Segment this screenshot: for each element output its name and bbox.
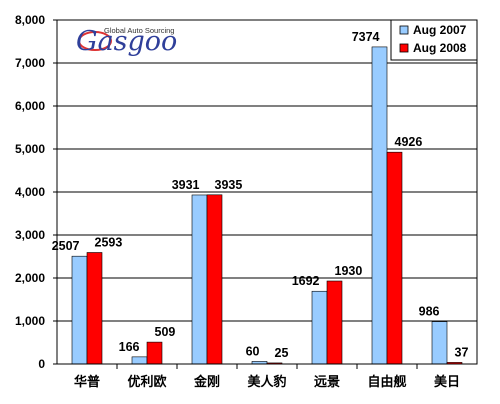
bar-aug-2007 (71, 255, 88, 365)
data-label: 509 (155, 325, 176, 339)
x-category-label: 华普 (74, 374, 100, 390)
y-tick-label: 4,000 (15, 185, 45, 199)
y-tick-label: 8,000 (15, 13, 45, 27)
y-tick-label: 7,000 (15, 56, 45, 70)
x-category-label: 自由舰 (367, 374, 406, 390)
bar-aug-2008 (326, 280, 343, 365)
data-label: 166 (119, 340, 140, 354)
data-label: 2507 (52, 239, 80, 253)
bar-aug-2008 (86, 252, 103, 365)
x-category-label: 美日 (434, 374, 460, 390)
logo-brand: Gasgoo (76, 26, 177, 57)
bar-aug-2007 (431, 321, 448, 365)
data-label: 1692 (292, 274, 320, 288)
data-label: 25 (275, 346, 289, 360)
x-axis: 华普 优利欧 金刚 美人豹 远景 自由舰 美日 (74, 364, 460, 390)
data-label: 37 (455, 345, 469, 359)
y-tick-label: 5,000 (15, 142, 45, 156)
legend-label-aug-2008: Aug 2008 (413, 41, 467, 55)
gasgoo-logo: Global Auto Sourcing Gasgoo (76, 26, 177, 57)
bar-aug-2008 (146, 341, 163, 365)
x-category-label: 美人豹 (247, 374, 286, 390)
y-tick-label: 1,000 (15, 314, 45, 328)
plot-border (56, 19, 478, 365)
data-label: 60 (246, 344, 260, 358)
legend-label-aug-2007: Aug 2007 (413, 23, 467, 37)
data-label: 4926 (395, 135, 423, 149)
data-label: 7374 (352, 30, 380, 44)
logo-swoosh (78, 31, 112, 51)
y-tick-label: 3,000 (15, 228, 45, 242)
bar-aug-2007 (371, 46, 388, 365)
x-category-label: 远景 (314, 375, 340, 390)
legend: Aug 2007 Aug 2008 (390, 19, 478, 61)
x-category-label: 金刚 (193, 374, 220, 390)
bar-aug-2007 (311, 290, 328, 365)
y-tick-label: 6,000 (15, 99, 45, 113)
bar-aug-2007 (131, 356, 148, 365)
y-tick-label: 0 (38, 357, 45, 371)
y-tick-label: 2,000 (15, 271, 45, 285)
legend-swatch-aug-2008 (399, 43, 409, 53)
data-label: 2593 (95, 236, 123, 250)
bar-aug-2008 (206, 194, 223, 365)
logo-tagline: Global Auto Sourcing (104, 26, 174, 35)
data-label: 3931 (172, 178, 200, 192)
legend-swatch-aug-2007 (399, 25, 409, 35)
x-category-label: 优利欧 (127, 374, 166, 390)
bar-aug-2007 (191, 194, 208, 365)
data-label: 3935 (215, 178, 243, 192)
bar-aug-2008 (386, 151, 403, 365)
data-label: 1930 (335, 264, 363, 278)
y-axis: 0 1,000 2,000 3,000 4,000 5,000 6,000 7,000 8,00… (15, 13, 57, 371)
data-label: 986 (419, 305, 440, 319)
